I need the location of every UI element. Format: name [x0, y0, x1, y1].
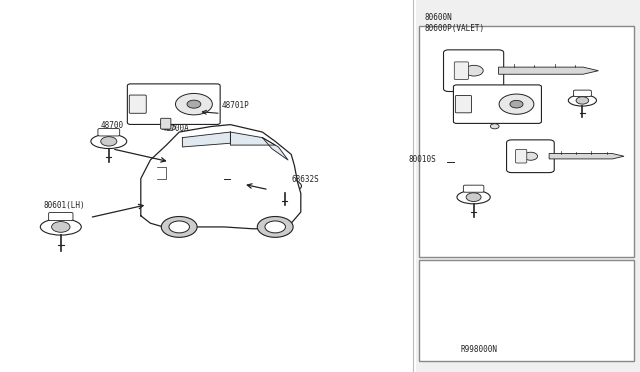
- FancyBboxPatch shape: [275, 174, 295, 181]
- Polygon shape: [549, 154, 624, 159]
- FancyBboxPatch shape: [129, 95, 146, 113]
- Text: 68632S: 68632S: [291, 175, 319, 184]
- Circle shape: [161, 217, 197, 237]
- Text: 80010S: 80010S: [408, 155, 436, 164]
- Bar: [0, 0, 416, 372]
- Bar: [419, 26, 634, 257]
- FancyBboxPatch shape: [463, 185, 484, 192]
- Circle shape: [257, 217, 293, 237]
- Polygon shape: [499, 67, 598, 74]
- Polygon shape: [230, 132, 275, 145]
- Circle shape: [169, 221, 189, 233]
- Bar: [419, 260, 634, 361]
- Text: 80600P(VALET): 80600P(VALET): [424, 23, 484, 32]
- FancyBboxPatch shape: [98, 129, 120, 136]
- FancyBboxPatch shape: [444, 50, 504, 92]
- Circle shape: [465, 65, 483, 76]
- Circle shape: [166, 125, 175, 130]
- Polygon shape: [262, 138, 288, 160]
- Text: 80600N: 80600N: [424, 13, 452, 22]
- Text: 80601(LH): 80601(LH): [44, 201, 85, 210]
- Circle shape: [466, 193, 481, 202]
- Ellipse shape: [568, 95, 596, 106]
- Circle shape: [277, 182, 292, 190]
- Circle shape: [175, 93, 212, 115]
- Text: 48700A: 48700A: [162, 124, 189, 133]
- Polygon shape: [182, 132, 230, 147]
- Circle shape: [490, 124, 499, 129]
- FancyBboxPatch shape: [516, 150, 527, 163]
- FancyBboxPatch shape: [161, 118, 171, 129]
- Circle shape: [52, 222, 70, 232]
- FancyBboxPatch shape: [127, 84, 220, 125]
- Text: 48700: 48700: [100, 121, 124, 130]
- Circle shape: [524, 152, 538, 160]
- Circle shape: [499, 94, 534, 114]
- FancyBboxPatch shape: [454, 62, 468, 80]
- FancyBboxPatch shape: [507, 140, 554, 173]
- Polygon shape: [141, 125, 301, 229]
- Text: R998000N: R998000N: [461, 344, 498, 353]
- Circle shape: [576, 97, 589, 104]
- Circle shape: [187, 100, 201, 108]
- Ellipse shape: [268, 179, 301, 193]
- Circle shape: [510, 100, 523, 108]
- Ellipse shape: [40, 219, 81, 235]
- Circle shape: [100, 137, 117, 146]
- Text: 48701P: 48701P: [222, 101, 250, 110]
- Ellipse shape: [91, 134, 127, 148]
- Circle shape: [265, 221, 285, 233]
- Ellipse shape: [457, 190, 490, 204]
- FancyBboxPatch shape: [453, 85, 541, 124]
- FancyBboxPatch shape: [49, 212, 73, 221]
- FancyBboxPatch shape: [573, 90, 591, 96]
- FancyBboxPatch shape: [456, 96, 472, 113]
